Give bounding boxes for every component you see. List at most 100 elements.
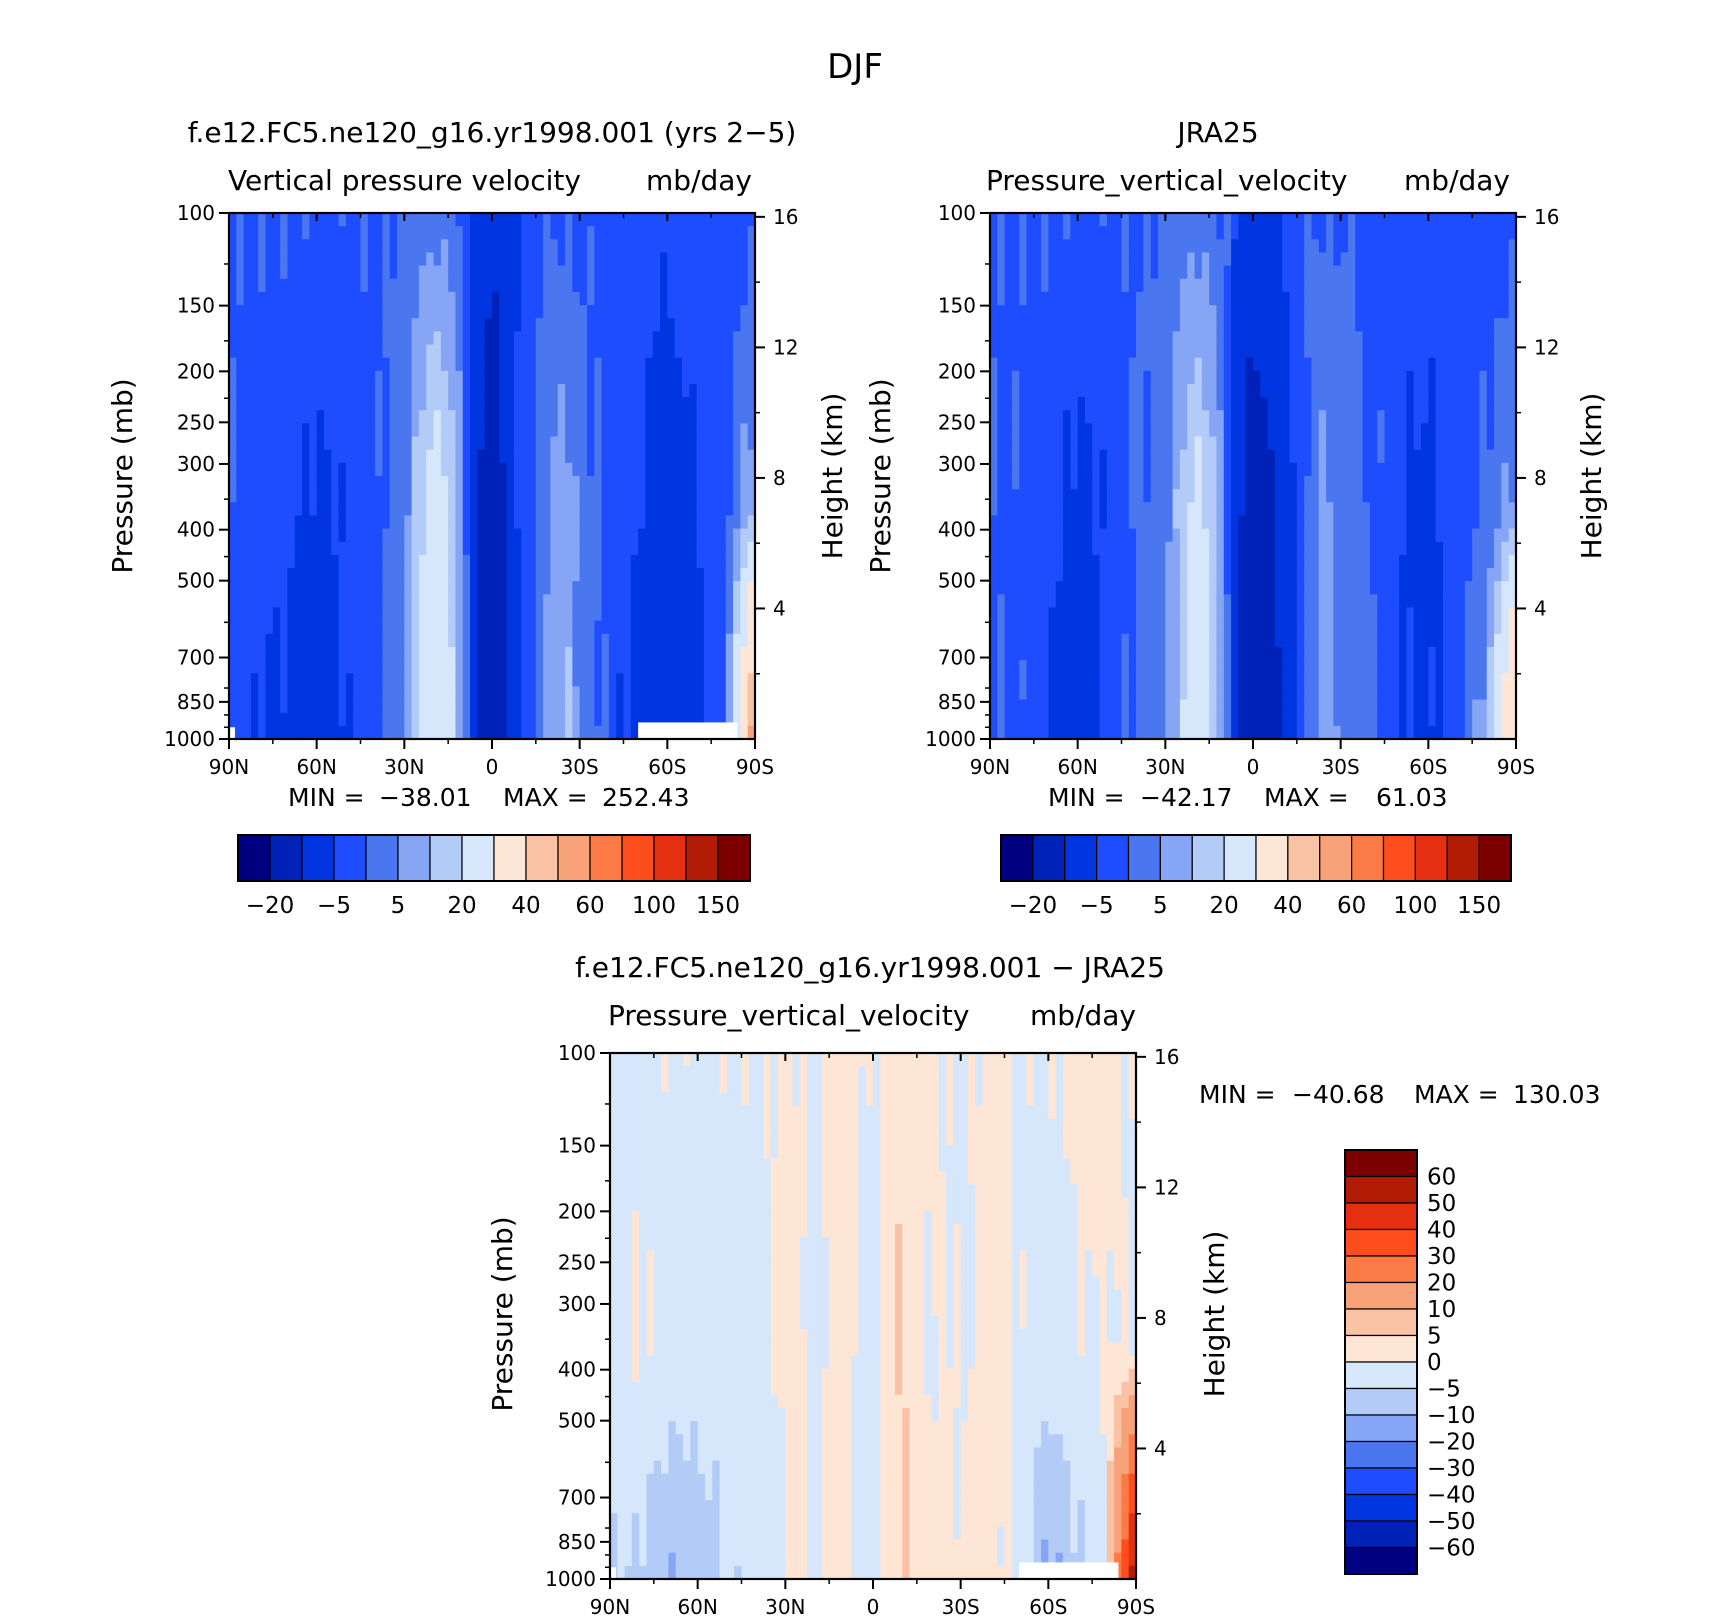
model-field-cell bbox=[440, 541, 449, 556]
model-field-cell bbox=[733, 476, 741, 490]
model-field-cell bbox=[594, 528, 603, 543]
model-field-cell bbox=[433, 436, 442, 451]
obs-field-cell bbox=[1304, 436, 1313, 451]
model-field-cell bbox=[397, 239, 405, 254]
obs-field-cell bbox=[1238, 305, 1247, 319]
model-field-cell bbox=[492, 436, 500, 451]
model-field-cell bbox=[258, 541, 267, 556]
model-field-cell bbox=[287, 725, 296, 740]
obs-field-cell bbox=[1267, 331, 1276, 346]
obs-field-cell bbox=[1238, 581, 1247, 595]
model-field-cell bbox=[513, 712, 522, 727]
model-field-cell bbox=[630, 331, 639, 346]
model-field-cell bbox=[470, 265, 478, 280]
model-field-cell bbox=[258, 383, 267, 398]
model-field-cell bbox=[448, 318, 457, 332]
model-field-cell bbox=[521, 383, 530, 398]
model-field-cell bbox=[586, 607, 595, 622]
obs-field-cell bbox=[1289, 213, 1298, 227]
obs-field-cell bbox=[1136, 660, 1145, 674]
obs-field-cell bbox=[1333, 660, 1342, 674]
obs-field-cell bbox=[1245, 318, 1254, 332]
model-field-cell bbox=[470, 646, 478, 661]
model-field-cell bbox=[696, 673, 705, 687]
obs-field-cell bbox=[1092, 594, 1101, 609]
model-ytick-label: 100 bbox=[177, 201, 215, 225]
model-field-cell bbox=[382, 633, 391, 648]
obs-field-cell bbox=[1004, 397, 1013, 411]
obs-field-cell bbox=[1223, 462, 1232, 477]
obs-field-cell bbox=[997, 554, 1006, 569]
obs-field-cell bbox=[1231, 383, 1239, 398]
model-field-cell bbox=[309, 528, 318, 543]
obs-field-cell bbox=[1223, 699, 1232, 714]
obs-field-cell bbox=[1099, 436, 1108, 451]
model-field-cell bbox=[718, 331, 727, 346]
model-field-cell bbox=[565, 370, 573, 385]
model-field-cell bbox=[360, 449, 369, 464]
obs-field-cell bbox=[1253, 541, 1261, 556]
model-field-cell bbox=[331, 554, 340, 569]
model-field-cell bbox=[711, 331, 720, 346]
model-field-cell bbox=[565, 620, 573, 635]
obs-field-cell bbox=[1311, 226, 1320, 240]
model-field-cell bbox=[681, 423, 690, 438]
model-field-cell bbox=[565, 673, 573, 687]
model-field-cell bbox=[382, 607, 391, 622]
model-field-cell bbox=[740, 646, 749, 661]
model-field-cell bbox=[382, 370, 391, 385]
model-field-cell bbox=[506, 397, 515, 411]
model-field-cell bbox=[272, 712, 281, 727]
model-field-cell bbox=[616, 239, 625, 254]
obs-field-cell bbox=[1194, 239, 1203, 254]
model-field-cell bbox=[506, 633, 515, 648]
model-field-cell bbox=[492, 620, 500, 635]
obs-field-cell bbox=[1099, 252, 1108, 267]
model-field-cell bbox=[338, 436, 347, 451]
model-field-cell bbox=[557, 344, 566, 359]
obs-field-cell bbox=[1114, 673, 1123, 687]
obs-field-cell bbox=[1070, 436, 1079, 451]
obs-field-cell bbox=[1004, 673, 1013, 687]
obs-field-cell bbox=[1179, 226, 1188, 240]
obs-field-cell bbox=[1121, 568, 1130, 582]
obs-field-cell bbox=[1253, 646, 1261, 661]
model-field-cell bbox=[499, 607, 508, 622]
obs-field-cell bbox=[1048, 686, 1057, 701]
model-field-cell bbox=[535, 633, 544, 648]
model-field-cell bbox=[565, 712, 573, 727]
model-field-cell bbox=[389, 686, 398, 701]
model-field-cell bbox=[418, 436, 427, 451]
model-field-cell bbox=[601, 581, 610, 595]
model-field-cell bbox=[579, 476, 588, 490]
model-field-cell bbox=[740, 528, 749, 543]
model-field-cell bbox=[681, 502, 690, 517]
model-field-cell bbox=[287, 502, 296, 517]
obs-field-cell bbox=[1084, 646, 1093, 661]
obs-field-cell bbox=[1099, 278, 1108, 293]
obs-field-cell bbox=[1121, 554, 1130, 569]
obs-field-cell bbox=[1347, 646, 1356, 661]
model-field-cell bbox=[484, 515, 493, 530]
obs-field-cell bbox=[1019, 226, 1028, 240]
obs-field-cell bbox=[1311, 594, 1320, 609]
obs-field-cell bbox=[1099, 502, 1108, 517]
model-field-cell bbox=[579, 502, 588, 517]
obs-field-cell bbox=[1267, 660, 1276, 674]
model-field-cell bbox=[638, 541, 647, 556]
obs-field-cell bbox=[1150, 305, 1159, 319]
obs-field-cell bbox=[1326, 344, 1334, 359]
model-field-cell bbox=[740, 357, 749, 372]
obs-field-cell bbox=[1274, 581, 1283, 595]
model-field-cell bbox=[229, 449, 237, 464]
model-field-cell bbox=[345, 686, 354, 701]
model-field-cell bbox=[375, 581, 384, 595]
model-field-cell bbox=[572, 607, 581, 622]
obs-field-cell bbox=[1121, 712, 1130, 727]
model-field-cell bbox=[718, 712, 727, 727]
obs-field-cell bbox=[1048, 305, 1057, 319]
obs-field-cell bbox=[1048, 278, 1057, 293]
obs-field-cell bbox=[1128, 410, 1137, 424]
model-field-cell bbox=[411, 554, 420, 569]
obs-field-cell bbox=[1311, 331, 1320, 346]
